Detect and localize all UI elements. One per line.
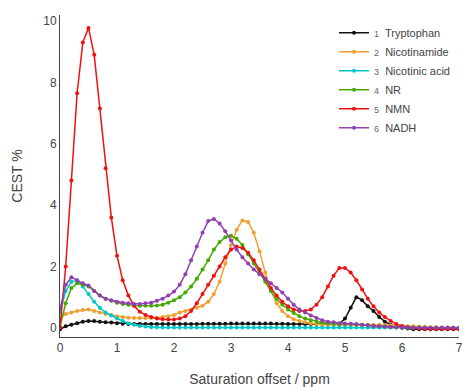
svg-text:7: 7 (456, 341, 463, 355)
svg-text:CEST %: CEST % (9, 149, 25, 202)
svg-text:2: 2 (171, 341, 178, 355)
svg-text:4 NR: 4 NR (374, 84, 401, 96)
svg-text:2: 2 (50, 260, 57, 274)
svg-text:2 Nicotinamide: 2 Nicotinamide (374, 46, 449, 58)
svg-text:1: 1 (114, 341, 121, 355)
svg-text:4: 4 (285, 341, 292, 355)
svg-text:6 NADH: 6 NADH (374, 122, 416, 134)
svg-text:8: 8 (50, 76, 57, 90)
svg-text:1 Tryptophan: 1 Tryptophan (374, 27, 440, 39)
svg-text:0: 0 (50, 321, 57, 335)
svg-text:5 NMN: 5 NMN (374, 103, 410, 115)
svg-text:10: 10 (43, 14, 57, 28)
svg-text:6: 6 (399, 341, 406, 355)
svg-text:0: 0 (57, 341, 64, 355)
svg-text:Saturation offset / ppm: Saturation offset / ppm (189, 371, 330, 387)
svg-text:5: 5 (342, 341, 349, 355)
svg-text:3: 3 (228, 341, 235, 355)
svg-text:3 Nicotinic acid: 3 Nicotinic acid (374, 65, 450, 77)
svg-text:4: 4 (50, 198, 57, 212)
svg-text:6: 6 (50, 137, 57, 151)
